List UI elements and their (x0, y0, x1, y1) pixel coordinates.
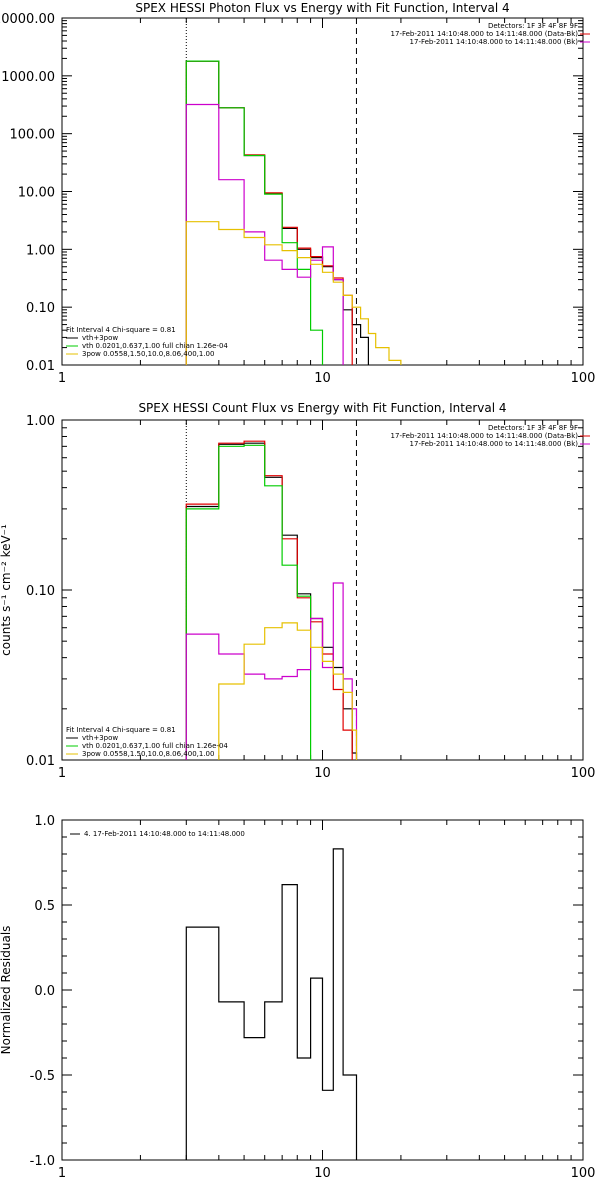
data-series-3 (185, 60, 324, 365)
legend-entry: vth+3pow (82, 734, 118, 742)
legend-entry: vth+3pow (82, 334, 118, 342)
series-group (185, 848, 358, 1160)
x-tick-label: 10 (314, 766, 331, 781)
plot-frame (61, 419, 584, 761)
y-tick-label: 0.5 (34, 899, 55, 914)
info-line: 17-Feb-2011 14:10:48.000 to 14:11:48.000… (410, 440, 579, 448)
plot-frame (61, 17, 584, 366)
info-line: Detectors: 1F 3F 4F 8F 9F (488, 22, 578, 30)
x-tick-label: 10 (314, 371, 331, 386)
data-series-2 (185, 440, 353, 760)
legend-entry: 4. 17-Feb-2011 14:10:48.000 to 14:11:48.… (84, 830, 245, 838)
info-line: 17-Feb-2011 14:10:48.000 to 14:11:48.000… (391, 30, 579, 38)
legend-entry: Fit Interval 4 Chi-square = 0.81 (66, 326, 176, 334)
data-series-1 (185, 442, 358, 760)
info-line: 17-Feb-2011 14:10:48.000 to 14:11:48.000… (410, 38, 579, 46)
data-series-4 (185, 582, 358, 760)
data-series-2 (185, 60, 353, 365)
y-tick-label: 0.10 (26, 301, 55, 316)
x-tick-label: 10 (314, 1166, 331, 1181)
chart-title: SPEX HESSI Photon Flux vs Energy with Fi… (135, 1, 509, 15)
x-tick-label: 1 (58, 371, 66, 386)
panel-1: SPEX HESSI Photon Flux vs Energy with Fi… (0, 1, 596, 386)
data-series-4 (185, 103, 344, 365)
data-series-1 (185, 60, 369, 365)
data-series-5 (185, 221, 402, 365)
y-tick-label: -1.0 (30, 1154, 55, 1169)
y-tick-label: -0.5 (30, 1069, 55, 1084)
info-line: 17-Feb-2011 14:10:48.000 to 14:11:48.000… (391, 432, 579, 440)
y-tick-label: 0.0 (34, 984, 55, 999)
y-tick-label: 1.00 (26, 414, 55, 429)
legend-entry: vth 0.0201,0.637,1.00 full chian 1.26e-0… (82, 742, 228, 750)
info-line: Detectors: 1F 3F 4F 8F 9F (488, 424, 578, 432)
x-tick-label: 1 (58, 766, 66, 781)
y-tick-label: 100.00 (10, 128, 56, 143)
x-tick-label: 100 (571, 1166, 596, 1181)
series-group (185, 440, 358, 760)
x-tick-label: 1 (58, 1166, 66, 1181)
x-tick-label: 100 (571, 766, 596, 781)
data-series-5 (218, 622, 358, 760)
y-axis-label: counts s⁻¹ cm⁻² keV⁻¹ (0, 524, 13, 656)
legend-entry: 3pow 0.0558,1.50,10.0,8.06,400,1.00 (82, 750, 214, 758)
legend-entry: 3pow 0.0558,1.50,10.0,8.06,400,1.00 (82, 350, 214, 358)
y-tick-label: 1.0 (34, 814, 55, 829)
series-group (185, 60, 402, 365)
y-tick-label: 10.00 (18, 186, 55, 201)
data-series-3 (185, 444, 312, 760)
legend-entry: vth 0.0201,0.637,1.00 full chian 1.26e-0… (82, 342, 228, 350)
y-tick-label: 1.00 (26, 243, 55, 258)
y-tick-label: 0.01 (26, 754, 55, 769)
y-tick-label: 0.01 (26, 359, 55, 374)
x-tick-label: 100 (571, 371, 596, 386)
data-series-1 (185, 848, 358, 1160)
panel-3: 1 10 100 1.0 0.5 0.0 -0.5 -1.0 Normalized Residu… (0, 814, 595, 1181)
y-tick-label: 1000.00 (1, 70, 55, 85)
chart-title: SPEX HESSI Count Flux vs Energy with Fit… (138, 401, 506, 415)
y-tick-label: 0.10 (26, 584, 55, 599)
panel-2: SPEX HESSI Count Flux vs Energy with Fit… (0, 401, 596, 781)
y-axis-label: Normalized Residuals (0, 926, 13, 1055)
legend-entry: Fit Interval 4 Chi-square = 0.81 (66, 726, 176, 734)
